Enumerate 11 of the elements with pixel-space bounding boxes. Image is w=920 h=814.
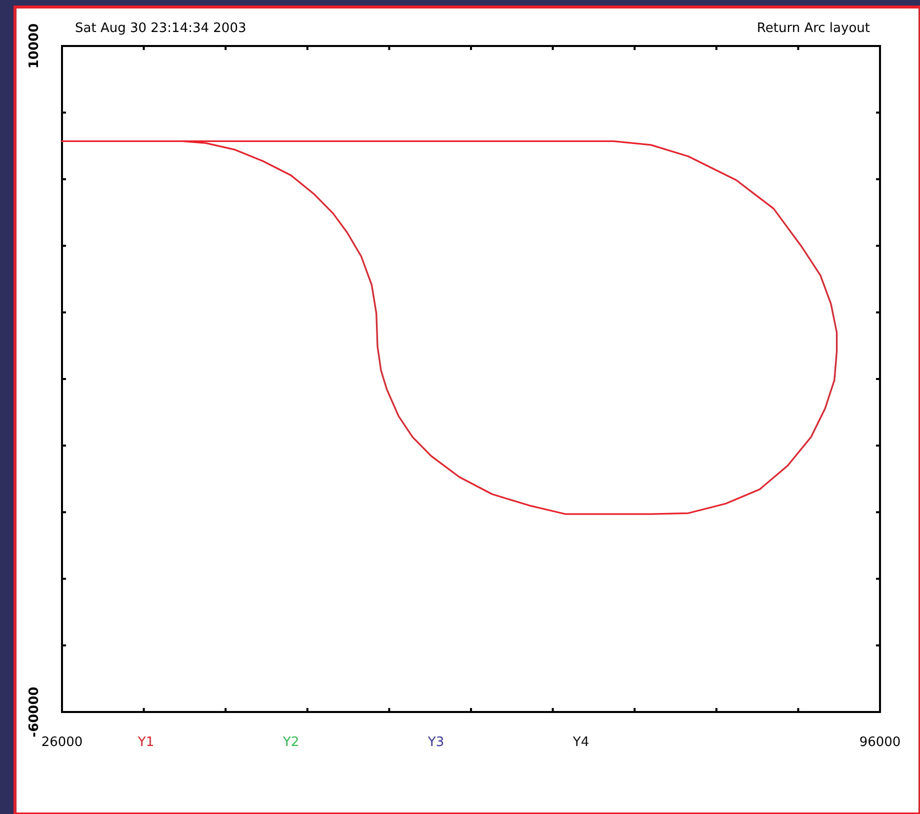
- chart-title: Return Arc layout: [756, 21, 870, 36]
- x-tick-label: 26000: [41, 735, 83, 750]
- legend-label: Y2: [282, 735, 300, 750]
- x-tick-label: 96000: [859, 735, 901, 750]
- legend-label: Y3: [426, 735, 444, 750]
- y-tick-label: -60000: [27, 686, 42, 738]
- legend-label: Y1: [136, 735, 154, 750]
- text: Sat Aug 30 23:14:34 2003: [75, 21, 246, 36]
- line-series: [61, 140, 838, 515]
- y-tick-label: 10000: [27, 23, 42, 69]
- legend-label: Y4: [572, 735, 590, 750]
